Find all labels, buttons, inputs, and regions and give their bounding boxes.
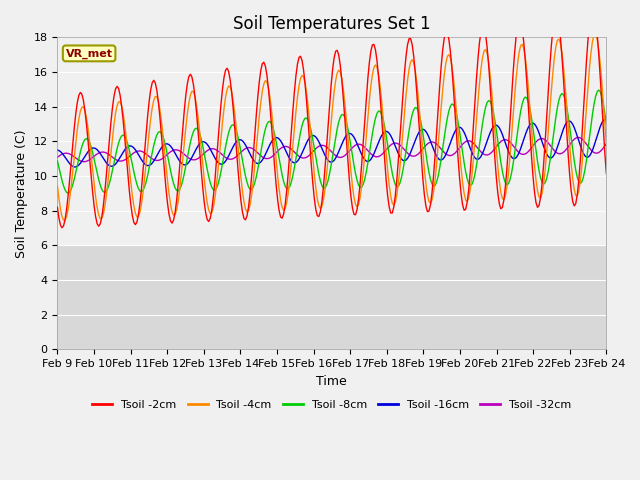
Y-axis label: Soil Temperature (C): Soil Temperature (C) xyxy=(15,129,28,258)
Bar xyxy=(58,245,606,349)
Title: Soil Temperatures Set 1: Soil Temperatures Set 1 xyxy=(233,15,431,33)
Text: VR_met: VR_met xyxy=(66,48,113,59)
Legend: Tsoil -2cm, Tsoil -4cm, Tsoil -8cm, Tsoil -16cm, Tsoil -32cm: Tsoil -2cm, Tsoil -4cm, Tsoil -8cm, Tsoi… xyxy=(88,396,576,414)
X-axis label: Time: Time xyxy=(317,374,348,387)
